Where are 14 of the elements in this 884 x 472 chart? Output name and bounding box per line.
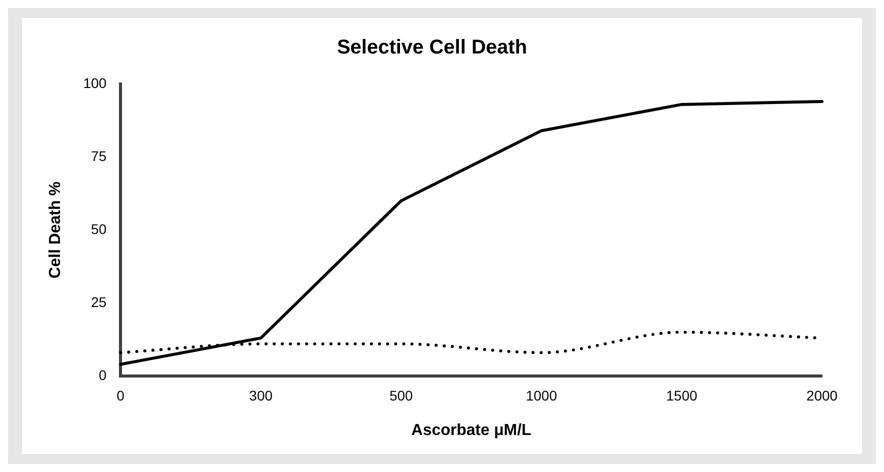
y-tick-label: 50 <box>90 220 107 237</box>
y-tick-label: 0 <box>98 366 107 383</box>
x-tick-label: 0 <box>116 387 125 404</box>
x-tick-label: 300 <box>249 387 273 404</box>
y-tick-label: 100 <box>83 74 107 91</box>
x-tick-label: 500 <box>389 387 414 404</box>
chart-title: Selective Cell Death <box>336 36 528 59</box>
x-tick-label: 2000 <box>806 387 838 404</box>
y-tick-label: 25 <box>90 294 107 310</box>
x-tick-label: 1500 <box>666 387 698 404</box>
x-tick-label: 1000 <box>526 387 558 404</box>
x-axis-title: Ascorbate μM/L <box>411 422 532 439</box>
y-axis-title: Cell Death % <box>47 182 64 278</box>
y-tick-label: 75 <box>90 148 107 164</box>
